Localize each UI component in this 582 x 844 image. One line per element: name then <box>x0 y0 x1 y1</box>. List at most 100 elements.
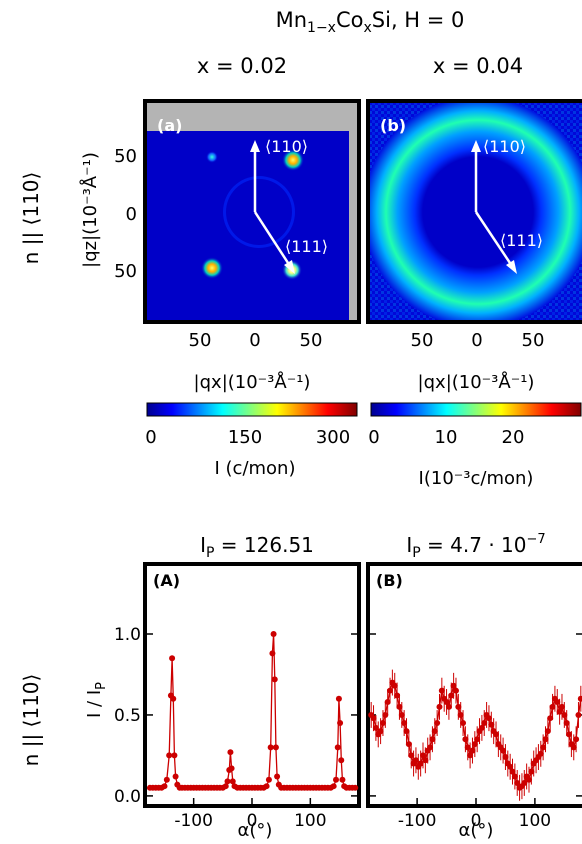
data-point <box>528 768 535 775</box>
x-tick-label: -100 <box>174 811 213 831</box>
data-point <box>330 783 337 790</box>
data-point <box>172 773 179 780</box>
panel-label-b: (B) <box>376 571 403 590</box>
data-point <box>387 687 394 694</box>
data-point <box>575 711 582 718</box>
data-point <box>547 715 554 722</box>
colorbar-a-tick-2: 300 <box>316 427 350 448</box>
data-point <box>509 768 516 775</box>
y-tick-label: 0.0 <box>114 787 141 807</box>
arrow-110-b <box>471 140 481 152</box>
data-point <box>573 736 580 743</box>
bragg-spot-lower-left <box>201 257 223 279</box>
data-point <box>222 783 229 790</box>
data-point <box>511 773 518 780</box>
data-point <box>333 776 339 783</box>
x-tick-label: 0 <box>247 811 258 831</box>
data-point <box>403 728 410 735</box>
data-point <box>427 744 434 751</box>
plot-frame <box>143 562 361 808</box>
data-point <box>502 754 509 761</box>
data-point <box>229 778 236 785</box>
data-point <box>338 757 345 764</box>
map-panel-b: (b) ⟨110⟩ ⟨111⟩ <box>366 99 582 324</box>
data-point <box>521 779 528 786</box>
y-tick-label: 1.0 <box>114 625 141 645</box>
data-point <box>507 763 514 770</box>
data-point <box>417 760 424 767</box>
data-point <box>445 703 452 710</box>
data-point <box>500 747 507 754</box>
data-point <box>161 783 168 790</box>
data-point <box>561 711 568 718</box>
map-a-x-axis-label: |qx|(10⁻³Å⁻¹) <box>194 371 311 393</box>
data-point <box>228 765 235 772</box>
data-point <box>267 744 274 751</box>
data-point <box>577 695 582 702</box>
data-point <box>526 776 532 783</box>
data-point <box>391 682 398 689</box>
data-point <box>377 728 384 735</box>
colorbar-b-tick-1: 10 <box>435 427 458 448</box>
map-a-xtick-0: 50 <box>189 330 212 351</box>
data-point <box>450 682 457 689</box>
data-point <box>448 692 455 699</box>
colorbar-b-tick-2: 20 <box>502 427 525 448</box>
data-point <box>467 752 474 759</box>
column-label-a: x = 0.02 <box>197 54 287 78</box>
data-point <box>352 784 359 791</box>
data-point <box>544 728 551 735</box>
data-point <box>431 728 438 735</box>
data-point <box>401 720 408 727</box>
data-point <box>481 720 488 727</box>
data-point <box>436 703 443 710</box>
data-point <box>485 715 492 722</box>
x-tick-label: 0 <box>471 811 482 831</box>
data-point <box>398 711 405 718</box>
data-point <box>166 752 173 759</box>
data-point <box>558 703 565 710</box>
data-point <box>379 720 386 727</box>
data-point <box>474 736 481 743</box>
data-point <box>224 778 231 785</box>
arrow-label-110-a: ⟨110⟩ <box>265 137 308 156</box>
data-point <box>452 687 459 694</box>
x-tick-label: 100 <box>294 811 326 831</box>
colorbar-a: 0 150 300 I (c/mon) <box>145 402 358 479</box>
map-ytick-2: 50 <box>114 261 137 282</box>
data-point <box>549 703 556 710</box>
map-b-x-axis-label: |qx|(10⁻³Å⁻¹) <box>418 371 535 393</box>
data-point <box>460 720 467 727</box>
data-point <box>434 720 441 727</box>
map-panel-a: (a) ⟨110⟩ ⟨111⟩ <box>143 99 361 324</box>
plot-b-subtitle: IP = 4.7 · 10−7 <box>406 532 545 561</box>
plot-a-subtitle: IP = 126.51 <box>200 533 314 561</box>
map-b-xtick-0: 50 <box>411 330 434 351</box>
data-point <box>382 711 389 718</box>
data-point <box>396 703 403 710</box>
data-point <box>169 655 176 662</box>
data-point <box>462 736 469 743</box>
map-ytick-0: 50 <box>114 146 137 167</box>
data-point <box>337 720 344 727</box>
data-point <box>471 741 478 748</box>
arrow-110-a <box>250 140 260 152</box>
data-point <box>420 752 426 759</box>
data-point <box>171 752 178 759</box>
data-point <box>265 776 272 783</box>
data-point <box>370 715 377 722</box>
data-point <box>334 744 341 751</box>
data-point <box>271 676 278 683</box>
plot-panel-a: -100 0 100 0.0 0.5 1.0 (A) <box>114 562 361 831</box>
plot-frame <box>366 562 582 808</box>
data-point <box>464 744 471 751</box>
data-point <box>272 744 279 751</box>
map-a-xtick-1: 0 <box>249 330 260 351</box>
map-a-xtick-2: 50 <box>300 330 323 351</box>
data-point <box>394 692 401 699</box>
plot-panel-b: -100 0 100 (B) <box>366 562 582 831</box>
data-point <box>443 699 450 705</box>
bragg-spot-upper-left <box>206 151 218 163</box>
plot-b-x-axis-label: α(°) <box>459 820 494 841</box>
